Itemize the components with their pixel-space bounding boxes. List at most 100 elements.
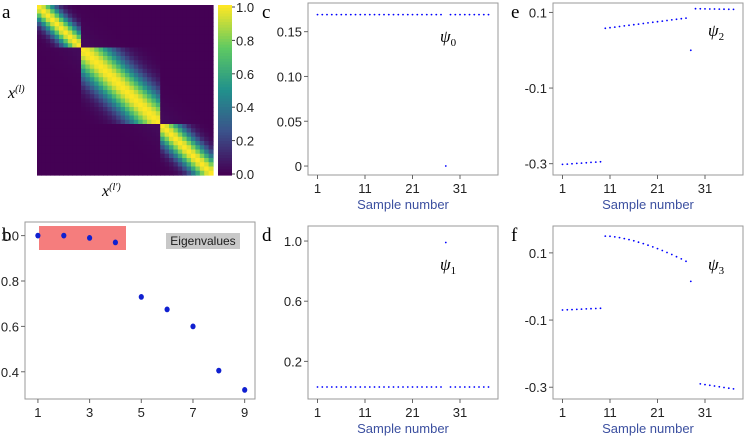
heatmap-cell [50, 22, 56, 27]
heatmap-cell [107, 9, 113, 15]
heatmap-cell [208, 149, 214, 155]
x-tick-label: 11 [358, 405, 372, 420]
heatmap-cell [204, 162, 210, 168]
heatmap-cell [138, 34, 144, 40]
heatmap-cell [50, 128, 56, 134]
heatmap-cell [63, 22, 69, 27]
heatmap-cell [133, 141, 139, 146]
heatmap-cell [177, 47, 183, 53]
heatmap-cell [85, 64, 91, 70]
colorbar-segment [218, 36, 232, 40]
heatmap-cell [89, 60, 95, 66]
heatmap-cell [54, 30, 60, 36]
heatmap-cell [85, 136, 91, 142]
eigenvector-point [397, 386, 400, 388]
heatmap-cell [125, 158, 130, 163]
heatmap-cell [76, 119, 82, 125]
x-tick-label: 21 [650, 405, 664, 420]
x-tick-label: 3 [86, 405, 93, 420]
x-axis-title: Sample number [357, 421, 449, 436]
heatmap-cell [138, 47, 144, 53]
heatmap-cell [103, 90, 108, 95]
colorbar-segment [218, 138, 232, 142]
heatmap-cell [116, 85, 122, 91]
heatmap-cell [72, 98, 78, 104]
heatmap-cell [125, 153, 130, 159]
heatmap-cell [76, 158, 82, 163]
heatmap-cell [173, 111, 179, 117]
eigenvector-point [354, 13, 357, 16]
heatmap-cell [103, 98, 108, 104]
heatmap-cell [120, 22, 126, 27]
panel-b-eigenvalues: Eigenvalues 1 3 5 7 91.00.80.60.4 [1, 221, 256, 420]
heatmap-cell [164, 34, 170, 40]
eigenvector-point [680, 258, 683, 260]
heatmap-cell [107, 68, 113, 74]
heatmap-cell [195, 34, 201, 40]
heatmap-cell [186, 132, 192, 138]
heatmap-cell [173, 170, 179, 176]
colorbar-tick-label: 0.2 [236, 134, 254, 149]
heatmap-cell [98, 64, 104, 70]
heatmap-cell [37, 68, 42, 74]
heatmap-cell [54, 128, 60, 134]
heatmap-cell [54, 162, 60, 168]
heatmap-cell [151, 132, 157, 138]
heatmap-cell [41, 73, 47, 78]
heatmap-cell [169, 90, 174, 95]
heatmap-cell [142, 145, 148, 151]
eigenvector-point [444, 165, 447, 167]
heatmap-cell [94, 170, 100, 176]
heatmap-cell [116, 17, 122, 23]
heatmap-cell [37, 60, 42, 66]
heatmap-cell [199, 162, 205, 168]
eigenvector-point [727, 8, 730, 11]
eigenvector-point [482, 386, 485, 388]
eigenvector-point [449, 386, 452, 388]
heatmap-cell [81, 47, 86, 53]
eigenvector-point [392, 13, 395, 16]
colorbar-segment [218, 47, 232, 51]
heatmap-cell [199, 145, 205, 151]
heatmap-cell [186, 94, 192, 100]
heatmap-cell [45, 81, 51, 87]
heatmap-cell [160, 5, 166, 10]
heatmap-cell [89, 81, 95, 87]
heatmap-cell [151, 149, 157, 155]
heatmap-cell [63, 73, 69, 78]
heatmap-cell [182, 60, 188, 66]
colorbar-segment [218, 16, 232, 20]
y-tick-label: 0.8 [1, 274, 19, 289]
heatmap-cell [147, 166, 152, 172]
heatmap-cell [72, 81, 78, 87]
heatmap-cell [98, 136, 104, 142]
heatmap-cell [186, 56, 192, 61]
eigenvector-point [330, 13, 333, 16]
heatmap-cell [45, 39, 51, 44]
heatmap-cell [191, 166, 196, 172]
heatmap-cell [125, 128, 130, 134]
eigenvector-point [628, 24, 630, 27]
heatmap-cell [76, 51, 82, 57]
heatmap-cell [191, 77, 196, 83]
heatmap-cell [76, 13, 82, 19]
heatmap-cell [111, 136, 117, 142]
heatmap-cell [120, 124, 126, 129]
y-tick-label: 0.1 [529, 246, 547, 261]
heatmap-cell [103, 158, 108, 163]
heatmap-cell [85, 98, 91, 104]
heatmap-cell [191, 145, 196, 151]
heatmap-cell [164, 9, 170, 15]
heatmap-cell [76, 60, 82, 66]
heatmap-cell [37, 170, 42, 176]
heatmap-cell [177, 34, 183, 40]
heatmap-cell [98, 98, 104, 104]
heatmap-cell [164, 145, 170, 151]
heatmap-cell [85, 162, 91, 168]
heatmap-cell [120, 26, 126, 32]
heatmap-cell [59, 5, 64, 10]
heatmap-cell [142, 56, 148, 61]
heatmap-cell [182, 149, 188, 155]
heatmap-cell [94, 128, 100, 134]
eigenvector-point [487, 13, 490, 16]
